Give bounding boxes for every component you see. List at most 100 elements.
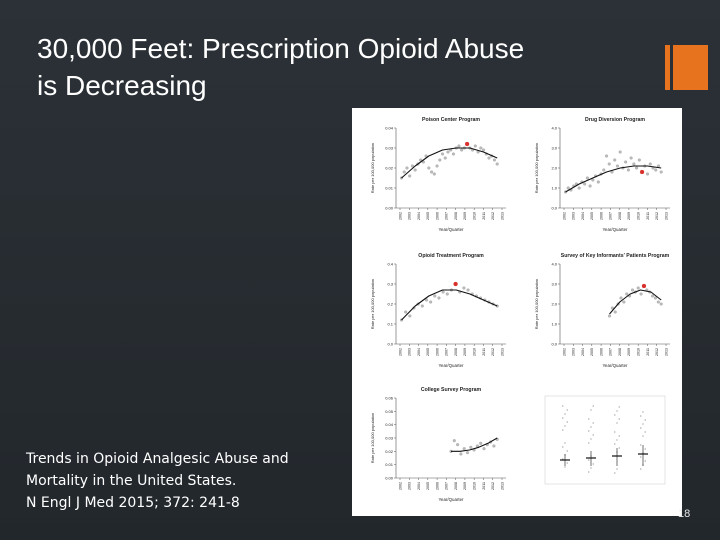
chart4-y-tick-label: 4.0: [551, 262, 557, 267]
chart4-point: [656, 300, 660, 304]
chart3-x-tick-label: 2006: [435, 348, 439, 356]
chart5-x-tick-label: 2003: [408, 482, 412, 490]
chart4-x-tick-label: 2006: [599, 348, 603, 356]
chart3-x-tick-label: 2012: [491, 348, 495, 356]
chart5-x-tick-label: 2004: [417, 482, 421, 490]
title-line-2: is Decreasing: [37, 70, 207, 101]
chart3-x-tick-label: 2011: [482, 348, 486, 356]
chart2-x-tick-label: 2012: [655, 212, 659, 220]
chart2-point: [624, 160, 628, 164]
chart3-point: [404, 310, 408, 314]
caption: Trends in Opioid Analgesic Abuse and Mor…: [26, 448, 346, 514]
chart1-point: [435, 164, 439, 168]
chart2-y-tick-label: 0.0: [551, 206, 557, 211]
chart6-point: [590, 409, 592, 411]
chart1-point: [427, 166, 431, 170]
chart6-frame: [544, 395, 666, 485]
chart2-point: [577, 186, 581, 190]
chart6-point: [592, 463, 594, 465]
chart6-point: [566, 450, 568, 452]
chart4-point: [639, 292, 643, 296]
chart2-point: [659, 170, 663, 174]
chart5-point: [479, 441, 483, 445]
chart1-point: [430, 170, 434, 174]
chart2-y-label: Rate per 100,000 population: [534, 143, 539, 193]
chart6-point: [614, 431, 616, 433]
chart5-y-tick-label: 0.04: [385, 422, 394, 427]
chart1-point: [457, 144, 461, 148]
caption-line-1: Trends in Opioid Analgesic Abuse and: [26, 451, 289, 467]
chart4-y-label: Rate per 100,000 population: [534, 279, 539, 329]
chart5-point: [456, 443, 460, 447]
chart2-point: [602, 168, 606, 172]
chart6-point: [614, 472, 616, 474]
chart1-x-tick-label: 2013: [500, 212, 504, 220]
chart5-point: [459, 452, 463, 456]
chart5-x-tick-label: 2012: [491, 482, 495, 490]
chart2-point: [654, 168, 658, 172]
chart6-point: [588, 430, 590, 432]
chart5-fit-line: [451, 437, 498, 452]
chart1-peak-point: [464, 141, 470, 147]
chart6-point: [644, 448, 646, 450]
chart6-point: [618, 418, 620, 420]
chart3-x-tick-label: 2004: [417, 348, 421, 356]
chart2-y-tick-label: 1.0: [551, 186, 557, 191]
chart6-point: [562, 417, 564, 419]
figure-charts: Poison Center Program 0.04 0.03 0.02 0.01 0.0…: [370, 117, 670, 502]
chart2-point: [585, 176, 589, 180]
chart2-x-tick-label: 2007: [609, 212, 613, 220]
chart2-point: [583, 182, 587, 186]
chart4-x-tick-label: 2005: [590, 348, 594, 356]
chart3-y-tick-label: 0.3: [387, 282, 393, 287]
chart5-y-tick-label: 0.01: [385, 462, 394, 467]
chart2-point: [604, 154, 609, 158]
chart2-point: [648, 162, 652, 166]
chart6-point: [562, 405, 564, 407]
chart2-point: [632, 162, 636, 166]
chart4-x-tick-label: 2002: [562, 348, 566, 356]
chart2-point: [637, 158, 641, 162]
chart6-point: [562, 429, 564, 431]
chart5-x-tick-label: 2008: [454, 482, 458, 490]
chart2-point: [596, 180, 600, 184]
chart3-title: Opioid Treatment Program: [418, 253, 484, 259]
chart6-point: [592, 422, 594, 424]
chart1-point: [487, 156, 491, 160]
chart4-x-tick-label: 2004: [581, 348, 585, 356]
chart4-x-tick-label: 2012: [655, 348, 659, 356]
chart6-point: [592, 405, 594, 407]
chart2-x-tick-label: 2002: [562, 212, 566, 220]
chart1-x-tick-label: 2006: [435, 212, 439, 220]
chart1-x-tick-label: 2003: [408, 212, 412, 220]
chart2-point: [566, 186, 570, 190]
chart2-x-tick-label: 2004: [581, 212, 585, 220]
chart1-point: [473, 144, 477, 148]
chart1-x-label: Year/Quarter: [439, 227, 465, 232]
chart6-point: [590, 467, 592, 469]
chart3-y-label: Rate per 100,000 population: [370, 279, 375, 329]
chart3-x-tick-label: 2010: [472, 348, 476, 356]
chart3-x-tick-label: 2003: [408, 348, 412, 356]
chart3-point: [441, 290, 445, 294]
chart2-peak-point: [639, 169, 645, 175]
caption-line-2: Mortality in the United States.: [26, 473, 237, 489]
chart2-point: [629, 156, 633, 160]
chart6-point: [640, 415, 642, 417]
chart2-fit-line: [565, 165, 662, 193]
chart2-x-tick-label: 2010: [636, 212, 640, 220]
chart2-y-tick-label: 3.0: [551, 146, 557, 151]
chart3-point: [445, 292, 449, 296]
chart1-point: [432, 172, 436, 176]
chart6-point: [562, 458, 564, 460]
chart3-point: [424, 298, 429, 302]
chart6-point: [566, 409, 568, 411]
chart5-y-tick-label: 0.02: [385, 449, 394, 454]
chart2-x-label: Year/Quarter: [603, 227, 629, 232]
chart3-x-tick-label: 2008: [454, 348, 458, 356]
chart5-y-tick-label: 0.06: [385, 396, 394, 401]
chart5-point: [482, 447, 486, 451]
chart6-point: [618, 447, 620, 449]
chart4-point: [622, 300, 626, 304]
